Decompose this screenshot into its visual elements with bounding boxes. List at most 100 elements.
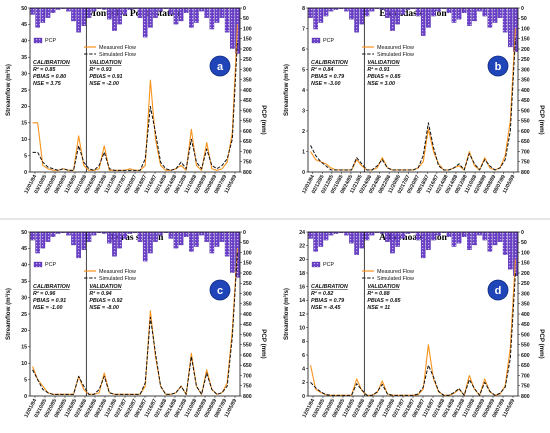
y2-tick-label: 750 <box>243 384 252 390</box>
y-tick-label: 45 <box>21 22 27 28</box>
y2-tick-label: 800 <box>521 394 530 400</box>
y2-tick-label: 300 <box>521 67 530 73</box>
pcp-bar <box>107 7 112 20</box>
pcp-bar <box>395 7 400 25</box>
y2-tick-label: 600 <box>521 129 530 135</box>
validation-r2: R² = 0.94 <box>89 291 111 297</box>
panel-badge-label: a <box>217 61 224 73</box>
calibration-pbias: PBIAS = 0.79 <box>311 298 344 304</box>
pcp-bar <box>323 7 329 17</box>
y-tick-label: 5 <box>302 67 305 73</box>
y-axis-label: Streamflow (m³/s) <box>5 64 12 116</box>
panel-title: Oeiras station <box>107 233 164 243</box>
pcp-bar <box>107 231 112 244</box>
y2-tick-label: 500 <box>243 108 252 114</box>
pcp-bar <box>385 231 390 242</box>
y2-tick-label: 600 <box>243 129 252 135</box>
pcp-bar <box>461 231 467 237</box>
pcp-bar <box>76 231 81 259</box>
y2-tick-label: 100 <box>521 250 530 256</box>
calibration-label: CALIBRATION <box>33 284 70 290</box>
pcp-bar <box>477 7 482 12</box>
calibration-nse: NSE = 3.75 <box>33 81 62 87</box>
y2-tick-label: 700 <box>521 373 530 379</box>
pcp-bar <box>91 7 97 12</box>
pcp-bar <box>183 7 189 13</box>
pcp-bar <box>502 7 508 33</box>
pcp-bar <box>199 7 204 12</box>
plot-frame <box>29 231 241 397</box>
y2-axis-label: PCP (mm) <box>260 105 267 134</box>
legend-measured-label: Measured Flow <box>99 269 136 275</box>
pcp-bar <box>71 231 76 246</box>
pcp-bar <box>420 7 426 36</box>
pcp-bar <box>158 231 163 236</box>
panel-a: Monte Da Ponte station 0 5 10 15 20 25 30 35 40 45… <box>5 6 267 195</box>
y-tick-label: 4 <box>302 88 305 94</box>
validation-r2: R² = 0.88 <box>367 291 389 297</box>
pcp-bar <box>189 231 194 252</box>
pcp-bar <box>364 231 370 241</box>
calibration-label: CALIBRATION <box>33 60 70 66</box>
simulated-flow-line <box>310 38 516 171</box>
validation-r2: R² = 0.91 <box>367 67 389 73</box>
validation-nse: NSE = 3.00 <box>367 81 395 87</box>
pcp-bar <box>204 7 210 18</box>
y2-tick-label: 450 <box>521 322 530 328</box>
y2-tick-label: 350 <box>521 302 530 308</box>
y2-tick-label: 400 <box>243 88 252 94</box>
calibration-pbias: PBIAS = 0.80 <box>33 74 66 80</box>
pcp-bar <box>173 231 179 249</box>
calibration-nse: NSE = -8.45 <box>311 305 342 311</box>
pcp-bar <box>148 231 153 254</box>
y-tick-label: 20 <box>299 257 305 263</box>
pcp-bar <box>204 231 210 242</box>
y2-tick-label: 200 <box>521 47 530 53</box>
pcp-bar <box>482 231 488 241</box>
pcp-bar <box>487 231 493 252</box>
y2-tick-label: 400 <box>521 88 530 94</box>
pcp-bar <box>224 231 230 257</box>
y-tick-label: 0 <box>24 394 27 400</box>
legend-measured-label: Measured Flow <box>99 45 136 51</box>
y2-tick-label: 550 <box>521 343 530 349</box>
pcp-bar <box>390 231 395 254</box>
y-tick-label: 6 <box>302 353 305 359</box>
pcp-bar <box>209 231 215 254</box>
y-tick-label: 30 <box>21 295 27 301</box>
y-tick-label: 10 <box>299 325 305 331</box>
y-tick-label: 5 <box>24 377 27 383</box>
pcp-bar <box>148 7 153 28</box>
pcp-bar <box>385 7 390 18</box>
pcp-bar <box>344 231 349 236</box>
y-axis-label: Streamflow (m³/s) <box>5 288 12 340</box>
pcp-bar <box>513 231 518 276</box>
pcp-bar <box>35 231 41 254</box>
y2-tick-label: 300 <box>243 291 252 297</box>
y-tick-label: 45 <box>21 246 27 252</box>
pcp-bar <box>50 7 56 13</box>
pcp-bar <box>426 7 431 28</box>
y-tick-label: 16 <box>299 284 305 290</box>
panel-badge <box>209 55 231 77</box>
pcp-bar <box>173 7 179 25</box>
pcp-bar <box>467 7 472 26</box>
y-tick-label: 25 <box>21 88 27 94</box>
y-tick-label: 22 <box>299 243 305 249</box>
pcp-bar <box>40 7 46 23</box>
pcp-bar <box>117 7 122 25</box>
pcp-bar <box>224 7 230 33</box>
pcp-bar <box>209 7 215 30</box>
y2-tick-label: 800 <box>243 394 252 400</box>
y-tick-label: 5 <box>24 153 27 159</box>
pcp-bar <box>229 231 235 273</box>
pcp-bar <box>420 231 426 259</box>
pcp-bar <box>502 231 508 255</box>
y-tick-label: 2 <box>302 380 305 386</box>
y2-tick-label: 350 <box>521 78 530 84</box>
y-tick-label: 8 <box>302 339 305 345</box>
y-tick-label: 30 <box>21 71 27 77</box>
validation-nse: NSE = -8.00 <box>89 305 119 311</box>
calibration-r2: R² = 0.84 <box>311 67 333 73</box>
pcp-bar <box>400 231 406 239</box>
